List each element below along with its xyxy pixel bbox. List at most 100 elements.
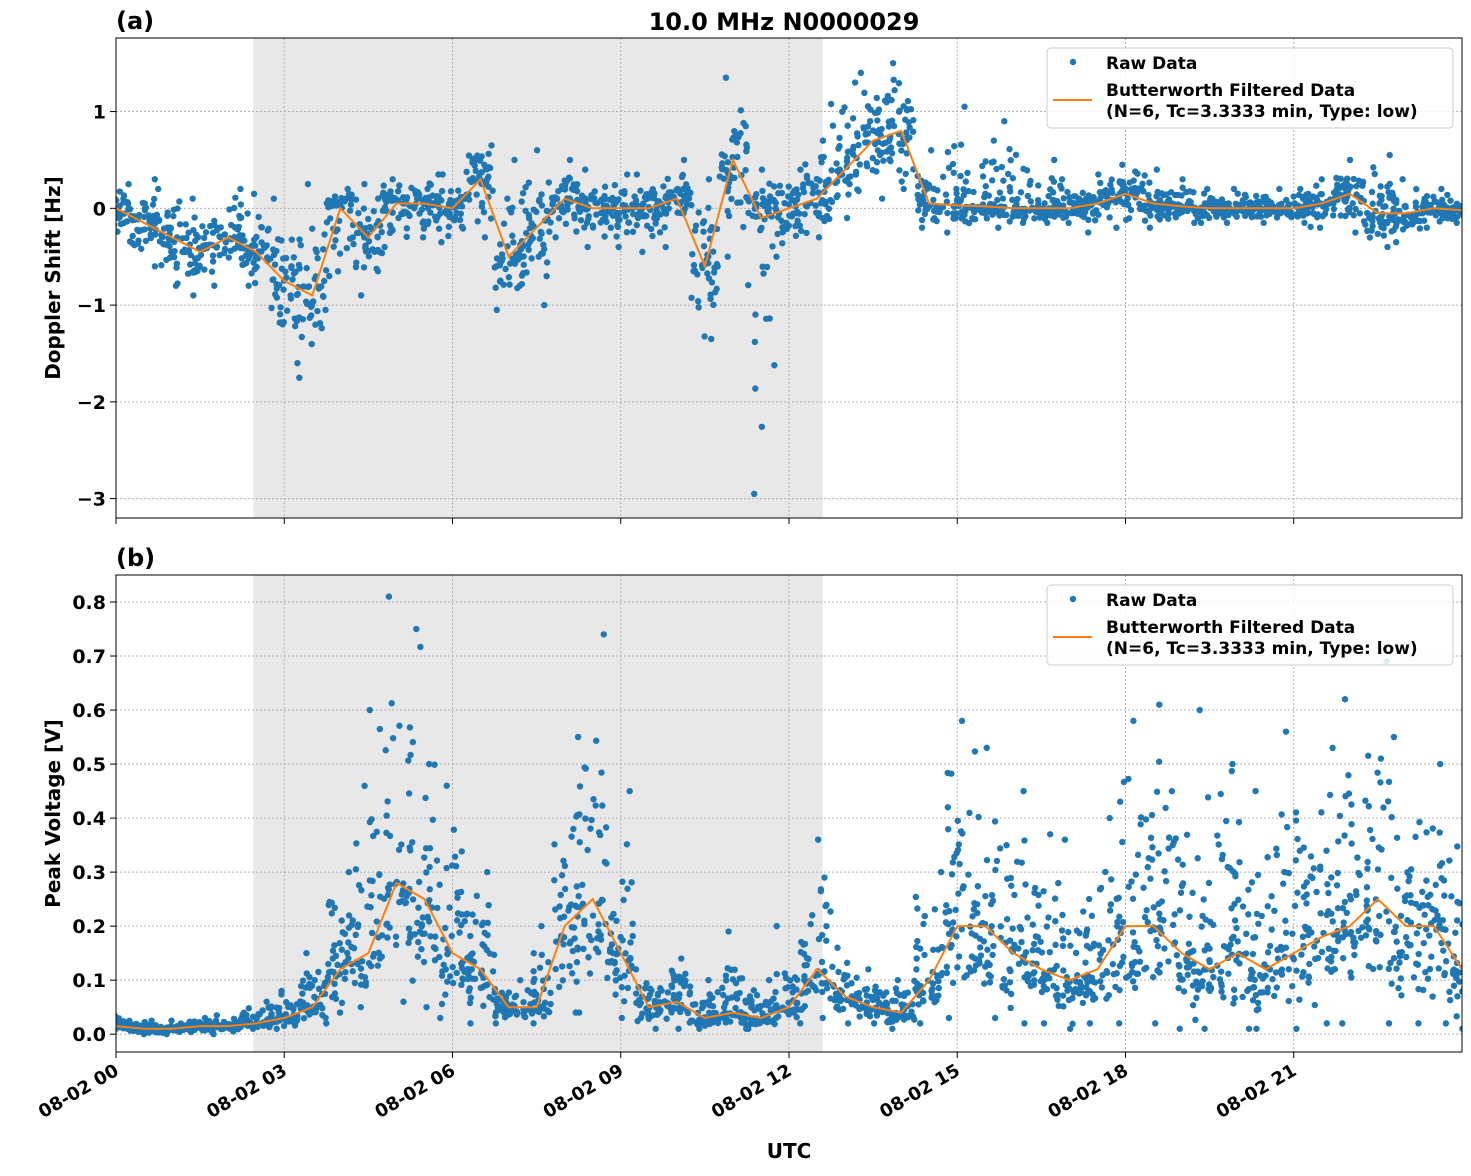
legend-raw-label: Raw Data [1106, 591, 1197, 611]
raw-data-point [1113, 896, 1119, 902]
raw-data-point [1293, 817, 1299, 823]
raw-data-point [151, 196, 157, 202]
raw-data-point [440, 962, 446, 968]
raw-data-point [797, 1020, 803, 1026]
raw-data-point [1239, 994, 1245, 1000]
raw-data-point [1236, 960, 1242, 966]
raw-data-point [291, 270, 297, 276]
raw-data-point [1313, 889, 1319, 895]
raw-data-point [376, 871, 382, 877]
raw-data-point [439, 171, 445, 177]
raw-data-point [675, 1026, 681, 1032]
raw-data-point [1313, 182, 1319, 188]
raw-data-point [296, 374, 302, 380]
raw-data-point [530, 968, 536, 974]
raw-data-point [1446, 989, 1452, 995]
raw-data-point [828, 101, 834, 107]
raw-data-point [129, 233, 135, 239]
raw-data-point [573, 183, 579, 189]
raw-data-point [342, 969, 348, 975]
raw-data-point [479, 200, 485, 206]
raw-data-point [772, 989, 778, 995]
raw-data-point [464, 910, 470, 916]
raw-data-point [1346, 790, 1352, 796]
raw-data-point [647, 985, 653, 991]
raw-data-point [1399, 176, 1405, 182]
raw-data-point [910, 128, 916, 134]
raw-data-point [721, 1004, 727, 1010]
raw-data-point [1375, 866, 1381, 872]
raw-data-point [1126, 215, 1132, 221]
raw-data-point [790, 190, 796, 196]
raw-data-point [824, 985, 830, 991]
raw-data-point [725, 254, 731, 260]
raw-data-point [1001, 976, 1007, 982]
raw-data-point [1225, 212, 1231, 218]
raw-data-point [1108, 876, 1114, 882]
raw-data-point [836, 143, 842, 149]
raw-data-point [1462, 983, 1468, 989]
raw-data-point [1376, 913, 1382, 919]
raw-data-point [1324, 881, 1330, 887]
raw-data-point [530, 1020, 536, 1026]
raw-data-point [1186, 941, 1192, 947]
raw-data-point [1394, 835, 1400, 841]
raw-data-point [1380, 204, 1386, 210]
raw-data-point [598, 937, 604, 943]
raw-data-point [940, 174, 946, 180]
raw-data-point [969, 215, 975, 221]
raw-data-point [417, 644, 423, 650]
raw-data-point [1230, 1000, 1236, 1006]
raw-data-point [369, 930, 375, 936]
raw-data-point [633, 966, 639, 972]
raw-data-point [955, 818, 961, 824]
raw-data-point [1366, 926, 1372, 932]
raw-data-point [782, 985, 788, 991]
raw-data-point [793, 233, 799, 239]
raw-data-point [506, 989, 512, 995]
raw-data-point [1271, 908, 1277, 914]
raw-data-point [1210, 974, 1216, 980]
raw-data-point [1058, 185, 1064, 191]
raw-data-point [1054, 996, 1060, 1002]
raw-data-point [320, 293, 326, 299]
raw-data-point [401, 209, 407, 215]
raw-data-point [1186, 198, 1192, 204]
raw-data-point [1004, 916, 1010, 922]
raw-data-point [1396, 949, 1402, 955]
raw-data-point [565, 907, 571, 913]
raw-data-point [404, 194, 410, 200]
raw-data-point [610, 911, 616, 917]
raw-data-point [418, 946, 424, 952]
raw-data-point [1463, 839, 1469, 845]
raw-data-point [350, 241, 356, 247]
raw-data-point [643, 191, 649, 197]
raw-data-point [1083, 929, 1089, 935]
y-tick-label: 0.4 [72, 808, 106, 830]
raw-data-point [523, 269, 529, 275]
raw-data-point [1281, 869, 1287, 875]
raw-data-point [1126, 884, 1132, 890]
raw-data-point [866, 1013, 872, 1019]
raw-data-point [185, 229, 191, 235]
raw-data-point [1116, 987, 1122, 993]
raw-data-point [1420, 987, 1426, 993]
raw-data-point [1394, 939, 1400, 945]
raw-data-point [1008, 991, 1014, 997]
raw-data-point [1424, 193, 1430, 199]
raw-data-point [331, 244, 337, 250]
raw-data-point [444, 782, 450, 788]
raw-data-point [1386, 779, 1392, 785]
raw-data-point [289, 276, 295, 282]
raw-data-point [766, 181, 772, 187]
raw-data-point [1323, 847, 1329, 853]
raw-data-point [575, 734, 581, 740]
raw-data-point [1046, 975, 1052, 981]
raw-data-point [819, 980, 825, 986]
raw-data-point [278, 237, 284, 243]
raw-data-point [380, 182, 386, 188]
raw-data-point [1466, 210, 1471, 216]
raw-data-point [1268, 893, 1274, 899]
raw-data-point [329, 900, 335, 906]
raw-data-point [861, 90, 867, 96]
